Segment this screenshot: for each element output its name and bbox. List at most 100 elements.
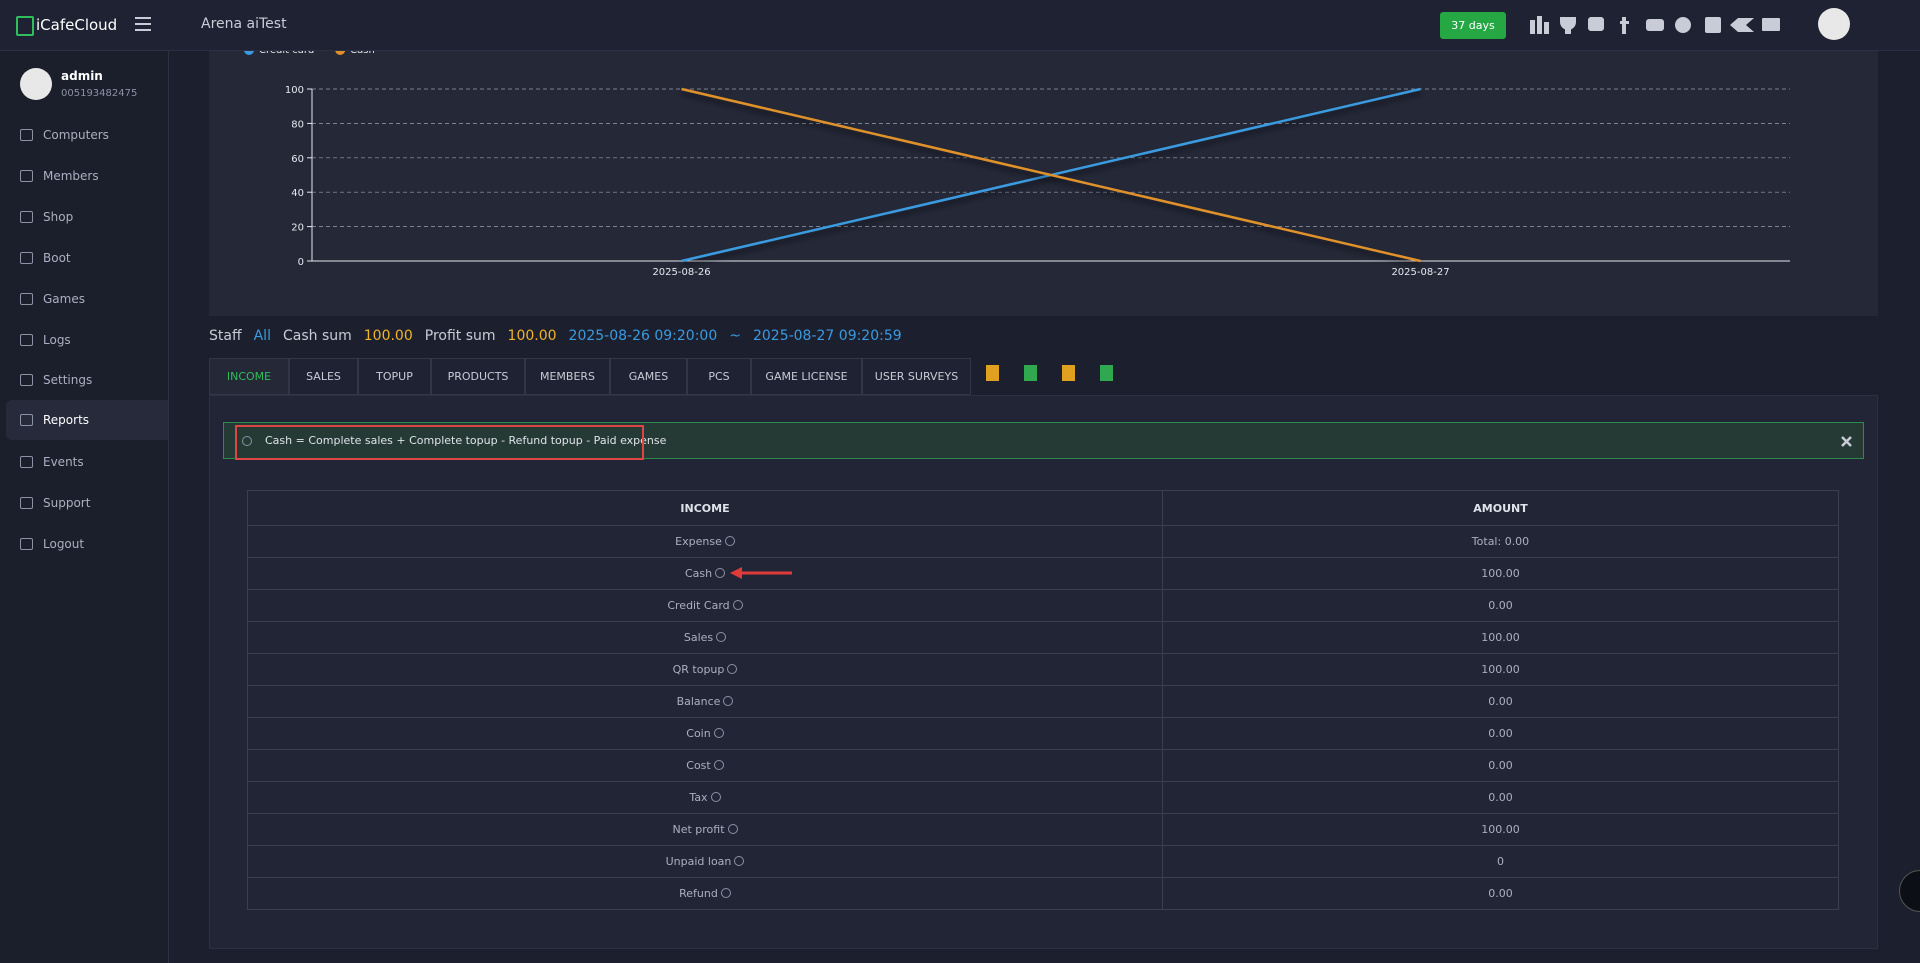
menu-item[interactable]: Members: [6, 156, 168, 196]
close-icon[interactable]: [1841, 436, 1852, 447]
y-tick-label: 20: [291, 223, 304, 234]
table-row: Sales 100.00: [247, 621, 1839, 654]
row-value: 0: [1497, 855, 1504, 868]
row-label: Sales: [683, 631, 714, 644]
top-bar: iCafeCloud Arena aiTest 37 days: [0, 0, 1920, 51]
row-label: Credit Card: [667, 599, 730, 612]
table-cell: 100.00: [1162, 621, 1839, 654]
tab[interactable]: TOPUP: [358, 358, 431, 395]
header-cell: INCOME: [247, 490, 1163, 526]
table-cell: Net profit: [247, 813, 1163, 846]
date-sep: ~: [729, 328, 741, 344]
row-value: 0.00: [1488, 791, 1513, 804]
tab[interactable]: MEMBERS: [525, 358, 610, 395]
table-cell: 100.00: [1162, 557, 1839, 590]
menu-icon: [20, 334, 33, 346]
tab[interactable]: PCS: [687, 358, 751, 395]
table-cell: 100.00: [1162, 813, 1839, 846]
chat-button[interactable]: [1899, 870, 1920, 912]
table-cell: Sales: [247, 621, 1163, 654]
cafe-name: Arena aiTest: [201, 16, 287, 32]
help-icon: [710, 792, 721, 802]
tab[interactable]: INCOME: [209, 358, 289, 395]
menu-label: Shop: [43, 210, 74, 224]
menu-label: Reports: [43, 413, 90, 427]
menu-item[interactable]: Reports: [6, 400, 168, 440]
row-value: 100.00: [1481, 663, 1520, 676]
row-label: QR topup: [672, 663, 725, 676]
y-tick-label: 40: [291, 188, 304, 199]
menu-item[interactable]: Support: [6, 483, 168, 523]
social-icons: [1530, 16, 1780, 34]
menu-item[interactable]: Logs: [6, 320, 168, 360]
logo-icon: [16, 16, 34, 36]
row-value: 0.00: [1488, 695, 1513, 708]
highlight-box: [235, 425, 644, 460]
profit-value: 100.00: [507, 328, 557, 344]
menu-icon: [20, 414, 33, 426]
table-cell: Coin: [247, 717, 1163, 750]
alert-text: Cash = Complete sales + Complete topup -…: [265, 434, 667, 447]
row-label: Expense: [675, 535, 722, 548]
row-label: Balance: [676, 695, 721, 708]
tab[interactable]: SALES: [289, 358, 358, 395]
menu-item[interactable]: Boot: [6, 238, 168, 278]
row-value: 100.00: [1481, 823, 1520, 836]
staff-label: Staff: [209, 328, 242, 344]
table-cell: Expense: [247, 525, 1163, 558]
table-row: Tax 0.00: [247, 781, 1839, 814]
tab[interactable]: GAMES: [610, 358, 687, 395]
menu-item[interactable]: Logout: [6, 524, 168, 564]
cash-value: 100.00: [363, 328, 413, 344]
license-days[interactable]: 37 days: [1440, 12, 1506, 39]
menu-icon: [20, 456, 33, 468]
menu-icon: [20, 252, 33, 264]
alert: Cash = Complete sales + Complete topup -…: [223, 422, 1864, 459]
menu-toggle[interactable]: [135, 17, 151, 31]
row-value: 100.00: [1481, 567, 1520, 580]
table-row: QR topup 100.00: [247, 653, 1839, 686]
menu-item[interactable]: Settings: [6, 360, 168, 400]
sidebar: admin 005193482475 Computers Members Shop B…: [0, 50, 169, 963]
help-icon: [724, 536, 735, 546]
tab[interactable]: USER SURVEYS: [862, 358, 971, 395]
staff-value[interactable]: All: [253, 328, 271, 344]
table-cell: Refund: [247, 877, 1163, 910]
chart-panel: 0 20 40 60 80 100 2025-08-26 2025-08-27 Credit c…: [209, 45, 1878, 316]
row-label: Net profit: [672, 823, 725, 836]
menu-item[interactable]: Events: [6, 442, 168, 482]
export-icons[interactable]: [984, 364, 1124, 384]
menu-label: Support: [43, 496, 91, 510]
menu-label: Computers: [43, 128, 109, 142]
tab[interactable]: PRODUCTS: [431, 358, 525, 395]
menu-item[interactable]: Computers: [6, 115, 168, 155]
table-cell: Total: 0.00: [1162, 525, 1839, 558]
menu-item[interactable]: Shop: [6, 197, 168, 237]
menu-label: Boot: [43, 251, 71, 265]
y-tick-label: 60: [291, 154, 304, 165]
summary: Staff All Cash sum 100.00 Profit sum 100.00 20…: [209, 328, 914, 344]
table-cell: 0.00: [1162, 589, 1839, 622]
table-row: Balance 0.00: [247, 685, 1839, 718]
help-icon: [723, 696, 734, 706]
row-value: Total: 0.00: [1471, 535, 1530, 548]
row-value: 0.00: [1488, 759, 1513, 772]
row-label: Unpaid loan: [665, 855, 732, 868]
x-tick-label: 2025-08-26: [652, 267, 710, 278]
menu-icon: [20, 170, 33, 182]
menu-icon: [20, 211, 33, 223]
menu-icon: [20, 497, 33, 509]
table-row: Credit Card 0.00: [247, 589, 1839, 622]
row-label: Tax: [689, 791, 708, 804]
menu-item[interactable]: Games: [6, 279, 168, 319]
tab[interactable]: GAME LICENSE: [751, 358, 862, 395]
profit-label: Profit sum: [424, 328, 496, 344]
table-row: Refund 0.00: [247, 877, 1839, 910]
avatar[interactable]: [1818, 8, 1850, 40]
menu-label: Settings: [43, 373, 93, 387]
date-to[interactable]: 2025-08-27 09:20:59: [752, 328, 902, 344]
date-from[interactable]: 2025-08-26 09:20:00: [568, 328, 718, 344]
help-icon: [715, 568, 726, 578]
